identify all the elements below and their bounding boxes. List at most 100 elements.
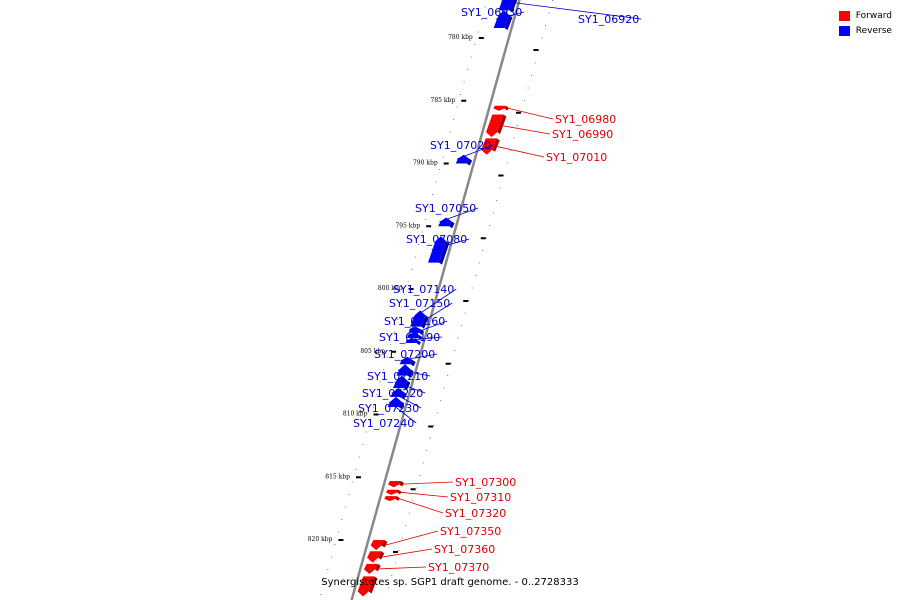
leader-line — [400, 353, 438, 361]
scale-dot-left — [446, 144, 448, 145]
gene-sy1-06980 — [493, 105, 509, 111]
scale-dot-left — [411, 269, 413, 270]
scale-dot-left — [376, 394, 378, 395]
scale-dot-right — [401, 537, 403, 539]
scale-dot-left — [393, 331, 395, 333]
forward-swatch — [838, 10, 850, 21]
gene-arrow — [405, 337, 418, 343]
scale-dot-left — [407, 281, 409, 283]
gene-arrow — [370, 540, 385, 551]
scale-dot-left — [372, 406, 374, 408]
scale-dot-left — [351, 481, 353, 483]
gene-shade — [410, 360, 416, 367]
gene-label: SY1_07160 — [384, 315, 445, 328]
scale-dot-right — [471, 287, 473, 289]
leader-line — [431, 238, 470, 250]
scale-dot-right — [482, 250, 484, 251]
gene-arrow — [438, 217, 452, 227]
leader-line — [495, 11, 525, 20]
scale-dot-left — [463, 81, 465, 83]
scale-dot-right — [499, 187, 501, 189]
scale-dot-left — [330, 556, 332, 558]
leader-line — [403, 481, 454, 485]
gene-sy1-07300 — [388, 481, 404, 488]
scale-dot-right — [548, 12, 550, 14]
gene-sy1-06990 — [486, 114, 507, 138]
scale-tick — [443, 162, 449, 165]
scale-dot-left — [484, 6, 486, 8]
scale-dot-right — [443, 387, 445, 389]
gene-shade — [504, 105, 509, 111]
scale-dot-right — [541, 37, 543, 39]
gene-label: SY1_07300 — [455, 476, 516, 489]
scale-dot-left — [327, 569, 329, 570]
scale-dot-left — [477, 31, 479, 33]
scale-tick-label: 815 kbp — [325, 473, 350, 480]
scale-tick-label: 820 kbp — [308, 536, 333, 543]
gene-shade — [466, 158, 473, 166]
scale-dot-right — [436, 412, 438, 414]
gene-features — [357, 0, 518, 597]
scale-dot-right — [454, 350, 456, 351]
scale-dot-left — [383, 369, 385, 370]
leader-line — [497, 146, 545, 158]
gene-arrow — [386, 489, 399, 495]
scale-dot-right — [405, 525, 407, 526]
gene-shade — [374, 563, 381, 572]
scale-dot-left — [404, 294, 406, 295]
scale-dot-right — [429, 437, 431, 439]
scale-dot-left — [334, 544, 336, 545]
scale-tick — [355, 476, 361, 479]
legend-label-reverse: Reverse — [855, 25, 892, 36]
leader-line — [388, 401, 417, 424]
scale-dot-right — [415, 487, 417, 489]
scale-dots — [320, 0, 554, 595]
scale-dot-right — [492, 212, 494, 214]
leader-line — [412, 288, 457, 319]
scale-dot-left — [365, 431, 367, 433]
scale-dot-right — [531, 75, 533, 76]
scale-dot-left — [474, 44, 476, 45]
gene-label: SY1_07010 — [546, 151, 607, 164]
scale-dot-left — [418, 244, 420, 245]
legend: Forward Reverse — [838, 8, 892, 38]
gene-shade — [399, 481, 404, 487]
gene-arrow — [384, 496, 397, 502]
gene-arrow — [357, 576, 375, 597]
gene-shade — [381, 540, 388, 548]
scale-tick-label: 805 kbp — [360, 348, 385, 355]
scale-tick — [408, 288, 414, 290]
gene-arrow — [367, 551, 382, 563]
scale-dot-left — [323, 581, 325, 583]
scale-dot-left — [362, 444, 364, 445]
scale-dot-right — [398, 550, 400, 551]
legend-label-forward: Forward — [855, 10, 892, 21]
scale-dot-right — [450, 362, 452, 364]
scale-dot-left — [344, 506, 346, 508]
gene-shade — [407, 369, 414, 378]
gene-sy1-07370 — [363, 563, 381, 574]
scale-tick — [391, 350, 397, 353]
scale-dot-right — [510, 150, 512, 151]
gene-label: SY1_07350 — [440, 525, 501, 538]
gene-sy1-07020 — [455, 154, 473, 166]
scale-tick-mirror — [480, 237, 486, 240]
scale-tick — [338, 539, 344, 541]
gene-shade — [398, 401, 405, 409]
gene-shade — [492, 138, 500, 152]
gene-arrow — [498, 0, 514, 11]
scale-tick-label: 810 kbp — [343, 411, 368, 418]
scale-ticks: 780 kbp 785 kbp 790 kbp 795 kbp 800 kbp 805 k… — [308, 34, 539, 553]
gene-label: SY1_07200 — [374, 348, 435, 361]
gene-shade — [395, 496, 400, 501]
gene-shade — [403, 380, 411, 391]
leader-line — [407, 320, 448, 336]
scale-dot-left — [435, 181, 437, 183]
scale-tick-label: 785 kbp — [431, 97, 456, 104]
scale-dot-right — [457, 337, 459, 339]
scale-dot-left — [400, 306, 402, 308]
gene-label: SY1_07230 — [358, 402, 419, 415]
gene-labels: SY1_06920 SY1_06930 SY1_06980 SY1_06990 SY1_… — [353, 0, 642, 574]
scale-dot-right — [534, 62, 536, 64]
scale-tick-mirror — [393, 551, 399, 553]
